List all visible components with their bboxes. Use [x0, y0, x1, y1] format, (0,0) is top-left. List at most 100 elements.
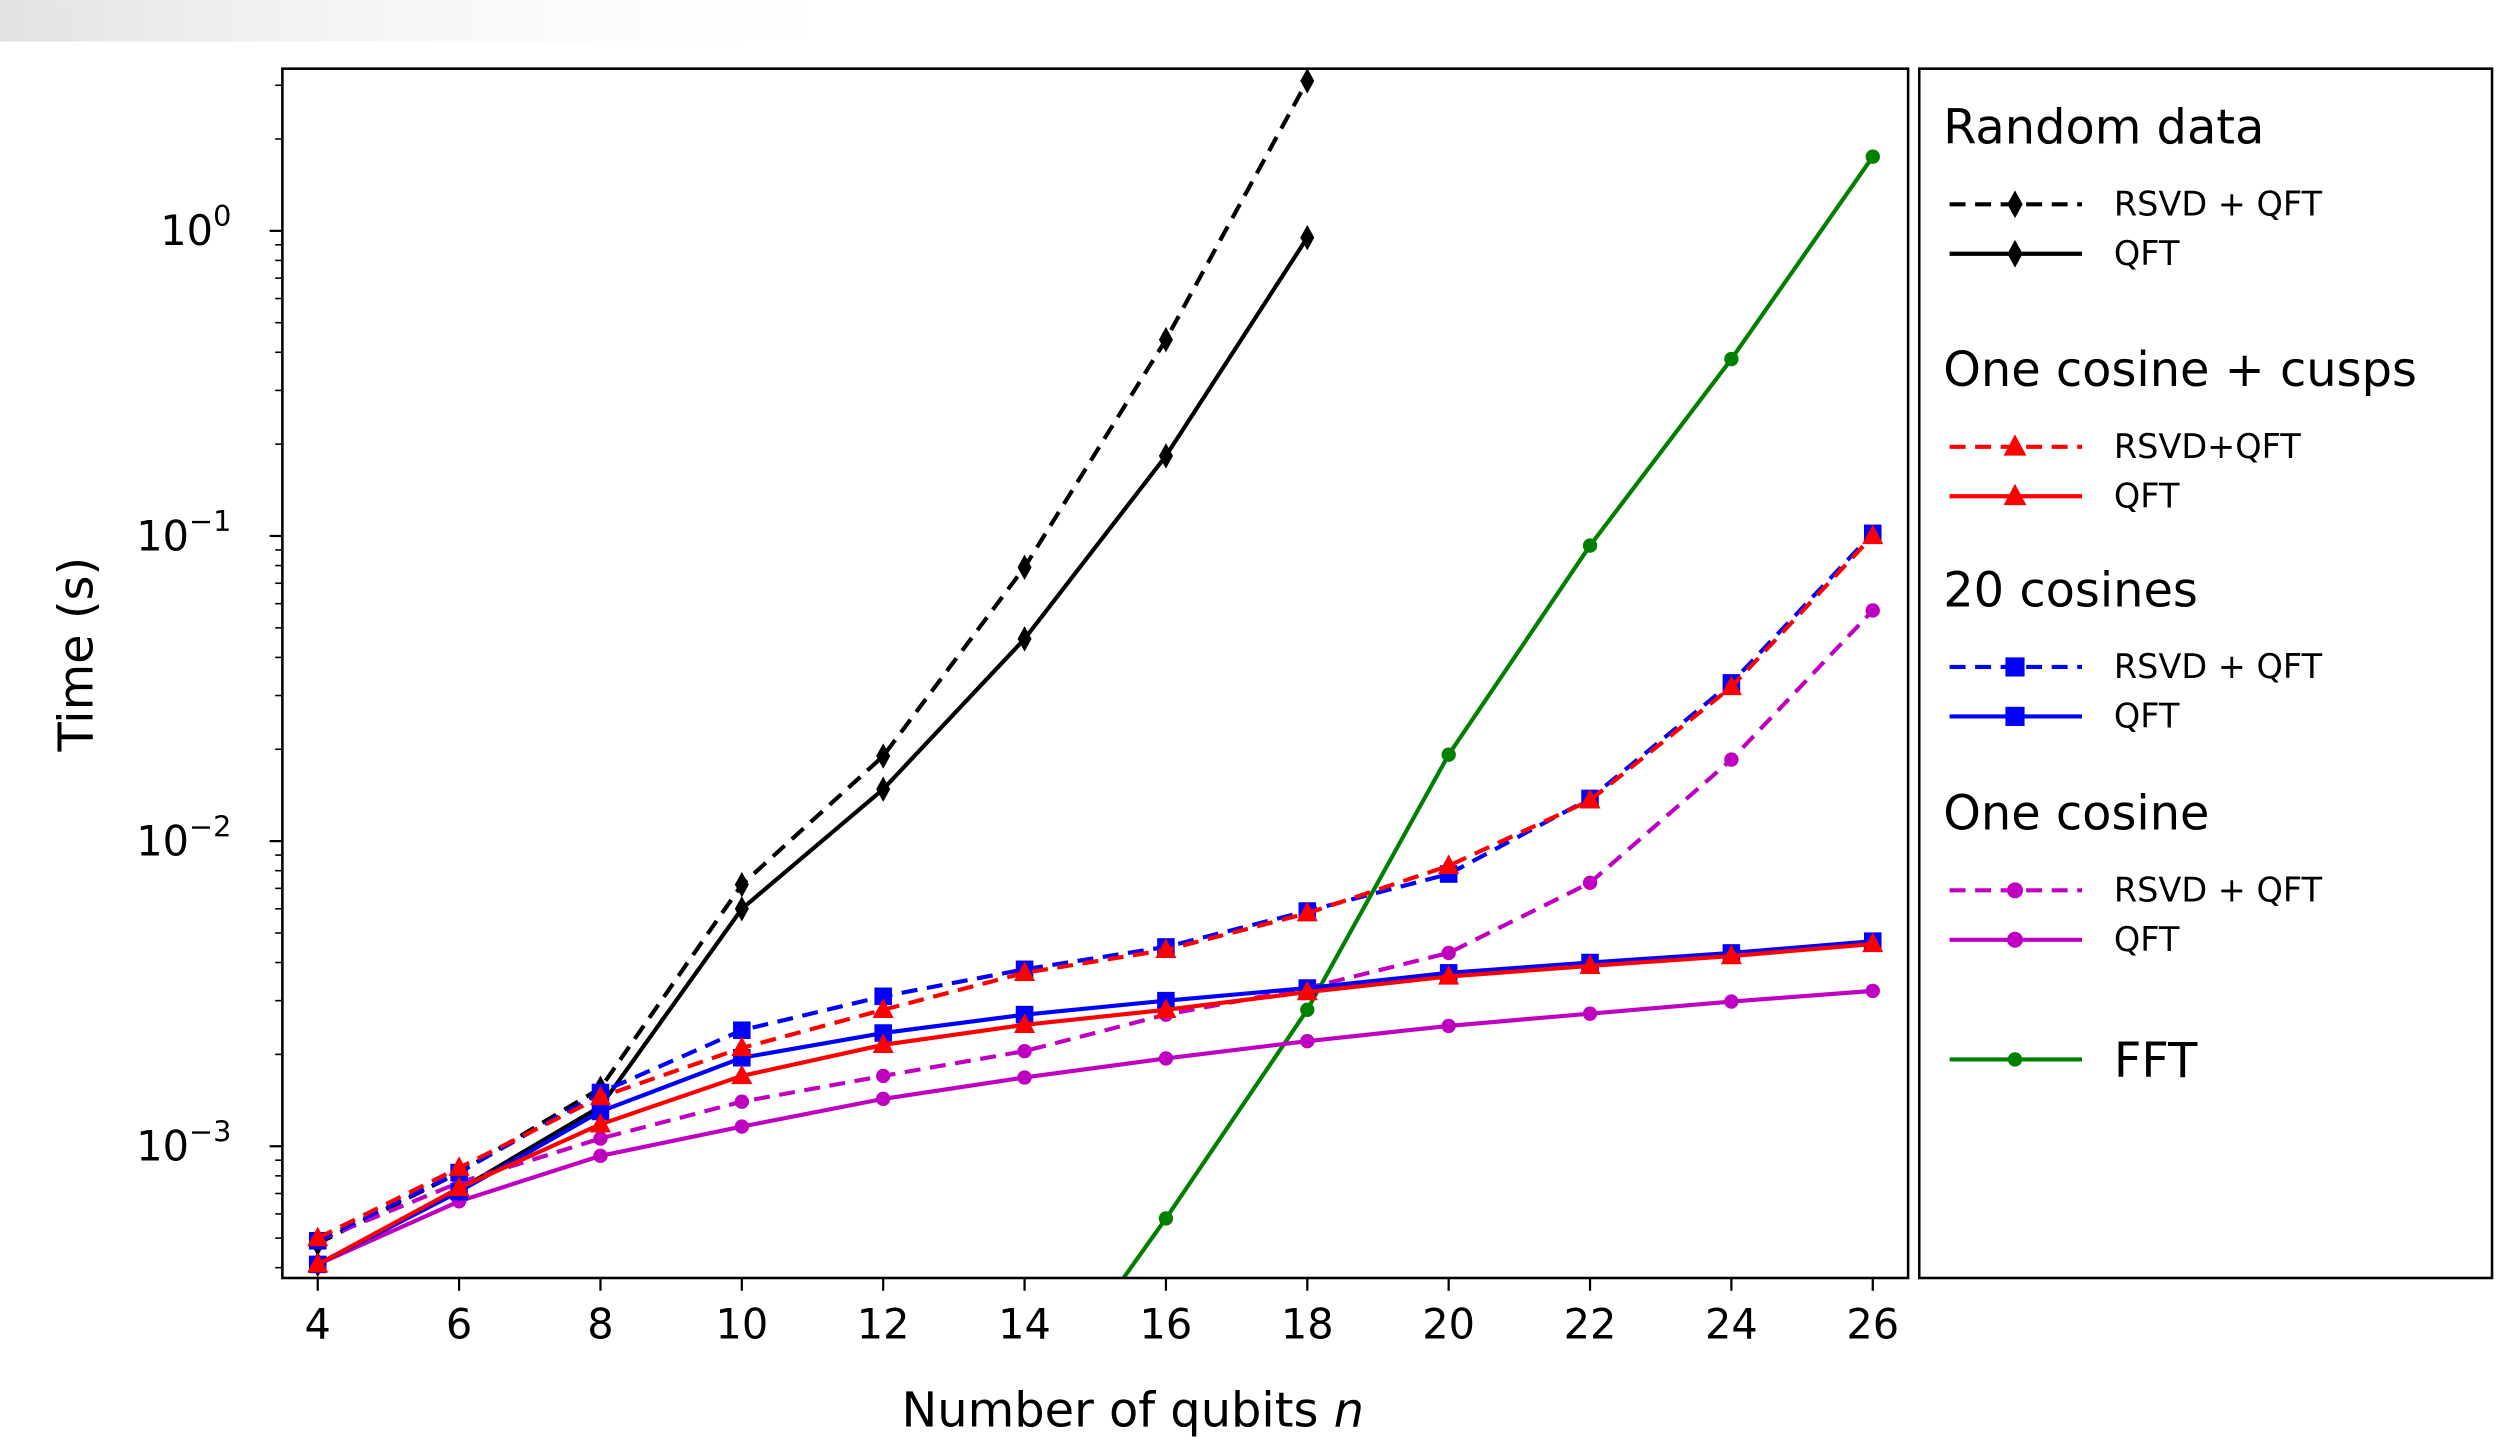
data-point-cos1_rsvd	[593, 1131, 608, 1146]
data-point-rand_qft	[1158, 443, 1173, 469]
legend-label-rand_rsvd: RSVD + QFT	[2114, 184, 2323, 223]
x-tick-label: 26	[1846, 1300, 1899, 1349]
y-tick-label: 10−3	[136, 1114, 231, 1170]
plot-series-layer	[307, 68, 1884, 1278]
series-line-cos1_qft	[316, 988, 1873, 1267]
data-point-cos1_qft	[1865, 983, 1880, 999]
data-point-cusp_rsvd	[589, 1085, 611, 1106]
data-point-cos1_rsvd	[734, 1094, 750, 1109]
data-point-cos1_qft	[1300, 1033, 1315, 1049]
legend-items: Random data RSVD + QFT QFT One cosine + cus…	[1943, 101, 2417, 1089]
series-line-cos20_qft	[316, 939, 1873, 1267]
data-point-cusp_qft	[731, 1064, 753, 1085]
data-point-fft	[1158, 1211, 1174, 1226]
data-point-cos1_rsvd	[1017, 1043, 1032, 1059]
data-point-cos1_rsvd	[1724, 752, 1739, 767]
legend-label-cos20_qft: QFT	[2114, 697, 2180, 736]
data-point-rand_qft	[1300, 224, 1315, 251]
x-tick-label: 8	[587, 1300, 613, 1349]
data-point-cos1_qft	[876, 1091, 891, 1107]
data-point-fft	[1300, 1002, 1315, 1017]
data-point-rand_rsvd	[1300, 68, 1315, 94]
x-tick-label: 20	[1422, 1300, 1475, 1349]
data-point-cos1_rsvd	[876, 1068, 891, 1084]
x-tick-label: 16	[1140, 1300, 1193, 1349]
legend-marker-cusp_qft	[2003, 483, 2027, 506]
data-point-cos1_qft	[1724, 994, 1739, 1009]
y-tick-label: 10−1	[136, 504, 231, 560]
x-axis-label: Number of qubits n	[902, 1383, 1364, 1438]
legend-group-title: One cosine	[1943, 787, 2209, 842]
x-tick-label: 22	[1564, 1300, 1617, 1349]
legend: Random data RSVD + QFT QFT One cosine + cus…	[1917, 67, 2494, 1280]
data-point-cusp_qft	[448, 1176, 470, 1197]
data-point-cusp_rsvd	[1579, 788, 1601, 809]
data-point-cusp_qft	[1862, 932, 1884, 953]
y-tick-label: 100	[160, 199, 231, 255]
data-point-cos1_qft	[1158, 1051, 1174, 1066]
data-point-cos20_qft	[874, 1024, 892, 1042]
data-point-cusp_qft	[872, 1033, 894, 1053]
data-point-cos1_qft	[1017, 1070, 1032, 1085]
y-tick-label: 10−2	[136, 809, 231, 865]
data-point-cos20_qft	[591, 1102, 610, 1121]
data-point-rand_qft	[734, 896, 749, 922]
x-tick-label: 4	[305, 1300, 331, 1349]
data-point-cos1_qft	[1441, 1018, 1456, 1034]
y-axis: 10−3 10−2 10−1 100	[136, 84, 283, 1269]
data-point-cos1_rsvd	[1865, 603, 1880, 618]
data-point-cos1_qft	[734, 1119, 750, 1134]
legend-group-title: One cosine + cusps	[1943, 343, 2417, 398]
data-point-cusp_rsvd	[1155, 938, 1177, 959]
legend-label-cos20_rsvd: RSVD + QFT	[2114, 647, 2323, 686]
legend-group-title: Random data	[1943, 101, 2264, 156]
data-point-cusp_qft	[1720, 944, 1742, 965]
x-tick-label: 12	[857, 1300, 910, 1349]
data-point-cos1_qft	[1582, 1006, 1598, 1021]
data-point-cos1_rsvd	[1441, 945, 1456, 961]
legend-label-cos1_rsvd: RSVD + QFT	[2114, 870, 2323, 909]
series-line-cos1_rsvd	[316, 609, 1875, 1243]
data-point-rand_qft	[1017, 626, 1032, 652]
data-point-rand_rsvd	[734, 871, 749, 898]
data-point-cos20_rsvd	[874, 987, 892, 1006]
data-point-cusp_qft	[1296, 980, 1318, 1001]
x-tick-label: 10	[715, 1300, 768, 1349]
data-point-fft	[1865, 149, 1880, 164]
plot-frame	[281, 67, 1910, 1280]
data-point-cusp_qft	[1014, 1013, 1036, 1033]
data-point-cusp_rsvd	[448, 1156, 470, 1176]
data-point-cusp_qft	[1155, 998, 1177, 1018]
data-point-cusp_rsvd	[307, 1226, 329, 1247]
legend-group-title: 20 cosines	[1943, 563, 2198, 618]
data-point-cusp_rsvd	[1720, 675, 1742, 696]
data-point-cusp_qft	[1438, 965, 1460, 985]
data-point-cusp_qft	[1579, 954, 1601, 975]
data-point-cos20_rsvd	[733, 1021, 751, 1040]
data-point-fft	[1724, 351, 1739, 367]
x-tick-label: 6	[446, 1300, 472, 1349]
legend-marker-fft	[2007, 1052, 2023, 1067]
data-point-rand_rsvd	[876, 743, 891, 769]
x-tick-label: 18	[1281, 1300, 1334, 1349]
series-line-cusp_rsvd	[316, 534, 1875, 1240]
data-point-cos1_rsvd	[1582, 875, 1598, 890]
legend-marker-rand_qft	[2007, 239, 2023, 268]
data-point-cos1_qft	[593, 1148, 608, 1164]
data-point-rand_rsvd	[1017, 554, 1032, 580]
x-axis: 4 6 8 10 12 14 16 18 20 22 24 26	[305, 1277, 1899, 1349]
data-point-cusp_qft	[589, 1112, 611, 1133]
data-point-rand_rsvd	[1158, 326, 1173, 353]
data-point-cusp_rsvd	[1438, 854, 1460, 874]
x-tick-label: 14	[998, 1300, 1051, 1349]
legend-marker-cos1_qft	[2007, 931, 2023, 948]
data-point-rand_qft	[876, 776, 891, 802]
y-axis-label: Time (s)	[50, 557, 105, 753]
data-point-cusp_rsvd	[872, 998, 894, 1018]
legend-marker-cos20_qft	[2005, 706, 2025, 726]
data-point-cusp_qft	[307, 1252, 329, 1273]
data-point-cusp_rsvd	[1296, 901, 1318, 922]
data-point-cusp_rsvd	[1014, 961, 1036, 982]
legend-label-fft: FFT	[2114, 1034, 2198, 1089]
